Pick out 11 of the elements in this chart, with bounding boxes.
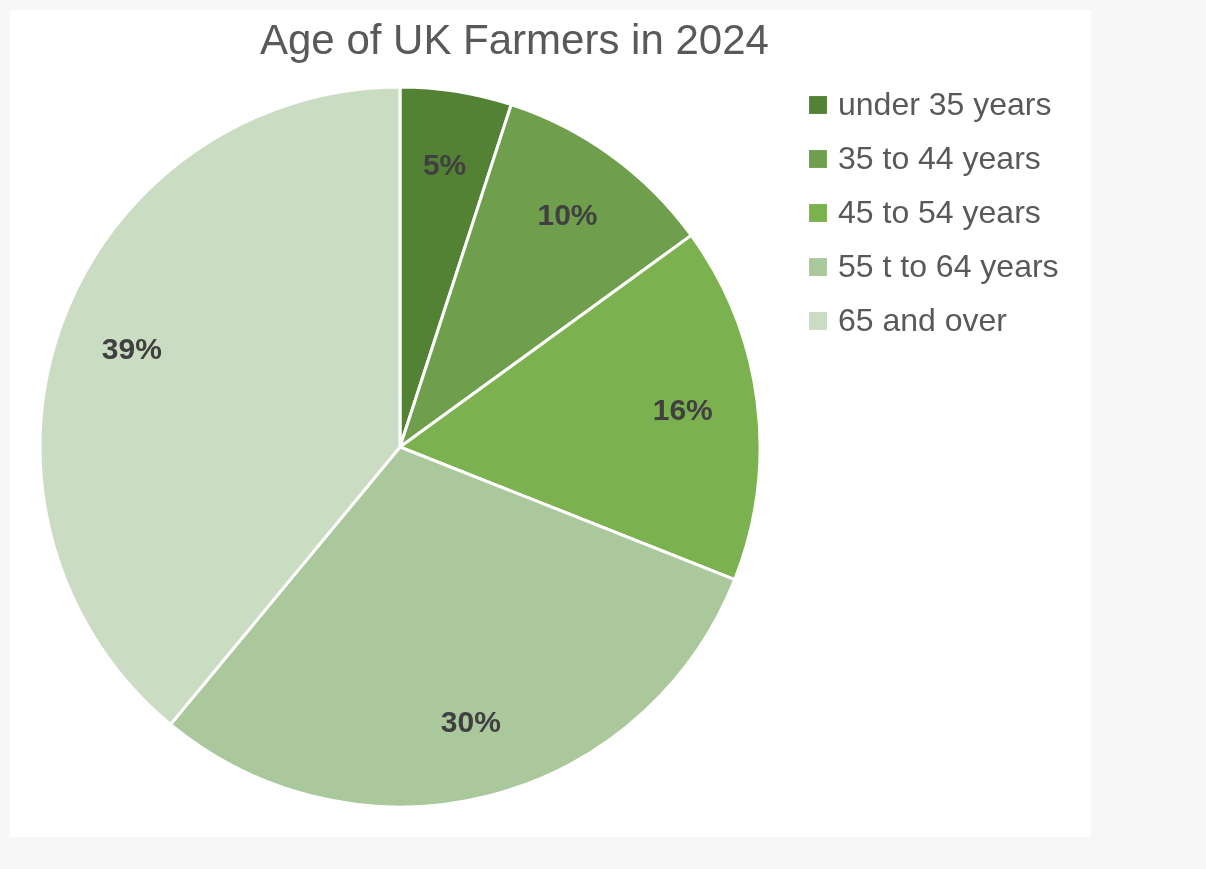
legend-label: 45 to 54 years <box>838 194 1041 230</box>
data-label: 5% <box>422 147 467 181</box>
legend-label: 55 t to 64 years <box>838 248 1059 284</box>
data-label: 30% <box>440 705 501 739</box>
data-label: 10% <box>537 198 598 232</box>
data-label: 39% <box>101 332 162 366</box>
data-label: 16% <box>652 393 713 427</box>
chart-title: Age of UK Farmers in 2024 <box>260 16 769 63</box>
legend-label: 65 and over <box>838 302 1008 338</box>
legend-label: 35 to 44 years <box>838 140 1041 176</box>
legend-label: under 35 years <box>838 86 1052 122</box>
